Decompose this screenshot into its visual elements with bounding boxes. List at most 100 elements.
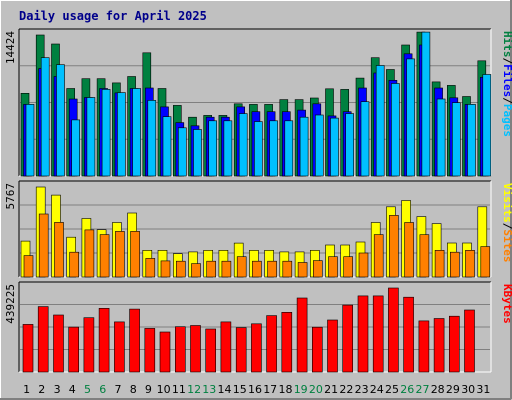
- bar-pages-day-14: [223, 120, 233, 177]
- bar-pages-day-3: [56, 64, 65, 177]
- bar-pages-day-16: [254, 121, 263, 177]
- x-tick-label: 9: [145, 383, 152, 396]
- bar-kbytes-day-3: [53, 314, 64, 373]
- bar-kbytes-day-11: [175, 326, 186, 373]
- bar-sites-day-31: [480, 246, 491, 278]
- bar-sites-day-15: [236, 256, 247, 278]
- legend-hits-files-pages: Hits/Files/Pages: [501, 31, 512, 137]
- x-tick-label: 25: [385, 383, 399, 396]
- bar-sites-day-19: [297, 262, 308, 278]
- bar-kbytes-day-6: [98, 307, 110, 373]
- bar-sites-day-9: [145, 258, 156, 278]
- bar-pages-day-10: [162, 116, 172, 177]
- bar-sites-day-18: [282, 260, 293, 278]
- bar-kbytes-day-21: [327, 319, 338, 373]
- x-tick-label: 13: [202, 383, 216, 396]
- x-tick-label: 1: [23, 383, 30, 396]
- bar-kbytes-day-10: [159, 331, 171, 373]
- bar-pages-day-20: [314, 114, 324, 177]
- panel-hits-files-pages: 14424 Hits/Files/Pages: [4, 28, 512, 177]
- legend-item: KBytes: [501, 284, 512, 324]
- bar-kbytes-day-1: [22, 324, 34, 373]
- bar-kbytes-day-30: [464, 309, 475, 373]
- bar-kbytes-day-13: [205, 328, 216, 373]
- bar-pages-day-24: [375, 65, 385, 177]
- legend-item: /: [501, 58, 512, 65]
- y-max-label: 5767: [4, 183, 17, 210]
- x-tick-label: 29: [446, 383, 460, 396]
- bar-sites-day-30: [465, 250, 475, 278]
- bar-kbytes-day-14: [220, 321, 232, 373]
- bar-pages-day-18: [284, 120, 294, 177]
- x-tick-label: 17: [263, 383, 277, 396]
- bar-pages-day-8: [132, 88, 141, 177]
- bar-kbytes-day-4: [68, 326, 79, 373]
- x-tick-label: 19: [294, 383, 308, 396]
- bar-kbytes-day-15: [235, 327, 247, 373]
- bar-sites-day-26: [404, 222, 414, 278]
- bar-kbytes-day-7: [114, 321, 125, 373]
- bar-sites-day-14: [221, 260, 232, 278]
- x-tick-label: 14: [218, 383, 232, 396]
- legend-visits-sites: Visits/Sites: [501, 183, 512, 263]
- bar-sites-day-3: [54, 222, 64, 278]
- legend-item: Pages: [501, 104, 512, 137]
- x-tick-label: 8: [130, 383, 137, 396]
- bar-sites-day-16: [252, 260, 262, 278]
- bar-pages-day-12: [193, 129, 202, 177]
- x-tick-label: 26: [400, 383, 414, 396]
- bar-pages-day-13: [208, 120, 217, 177]
- bar-pages-day-31: [482, 74, 492, 177]
- x-tick-label: 7: [115, 383, 122, 396]
- bar-kbytes-day-19: [296, 297, 308, 373]
- x-tick-label: 4: [69, 383, 76, 396]
- x-tick-label: 18: [279, 383, 293, 396]
- x-tick-label: 5: [84, 383, 91, 396]
- bar-sites-day-12: [191, 263, 201, 278]
- bar-kbytes-day-26: [403, 296, 414, 373]
- bar-sites-day-29: [449, 251, 460, 278]
- y-max-label: 14424: [4, 31, 17, 64]
- x-tick-label: 31: [476, 383, 490, 396]
- bar-sites-day-6: [99, 234, 110, 278]
- bar-pages-day-28: [436, 98, 446, 177]
- bar-kbytes-day-9: [144, 328, 156, 373]
- bar-sites-day-27: [419, 234, 430, 278]
- bar-pages-day-26: [406, 58, 415, 177]
- legend-item: /: [501, 223, 512, 230]
- x-tick-label: 16: [248, 383, 262, 396]
- bar-pages-day-17: [269, 120, 278, 177]
- bar-sites-day-7: [115, 231, 125, 278]
- legend-item: /: [501, 97, 512, 104]
- bar-kbytes-day-16: [251, 323, 262, 373]
- x-tick-label: 21: [324, 383, 338, 396]
- bar-kbytes-day-23: [357, 295, 369, 373]
- bar-sites-day-25: [389, 215, 399, 278]
- bar-sites-day-23: [358, 252, 369, 278]
- bar-pages-day-9: [147, 100, 157, 177]
- bar-pages-day-27: [421, 31, 431, 177]
- x-tick-label: 30: [461, 383, 475, 396]
- bar-sites-day-8: [130, 231, 140, 278]
- bar-pages-day-30: [467, 104, 476, 177]
- bar-pages-day-19: [299, 116, 309, 177]
- bar-sites-day-11: [176, 260, 186, 278]
- bar-kbytes-day-5: [83, 317, 95, 373]
- bar-pages-day-29: [451, 102, 461, 177]
- bar-pages-day-22: [345, 113, 355, 177]
- x-tick-label: 10: [157, 383, 171, 396]
- bar-kbytes-day-24: [372, 295, 384, 373]
- bar-pages-day-21: [330, 117, 339, 177]
- bar-pages-day-23: [360, 101, 370, 177]
- x-tick-label: 27: [416, 383, 430, 396]
- bar-pages-day-6: [101, 89, 111, 177]
- x-tick-label: 23: [355, 383, 369, 396]
- legend-item: Hits: [501, 31, 512, 58]
- bar-sites-day-13: [206, 260, 216, 278]
- bar-kbytes-day-25: [388, 287, 399, 373]
- bar-kbytes-day-27: [418, 320, 430, 373]
- bar-pages-day-7: [117, 92, 126, 177]
- bar-pages-day-15: [238, 113, 248, 177]
- bar-kbytes-day-29: [448, 315, 460, 373]
- panel-kbytes: 439225 KBytes: [4, 281, 512, 373]
